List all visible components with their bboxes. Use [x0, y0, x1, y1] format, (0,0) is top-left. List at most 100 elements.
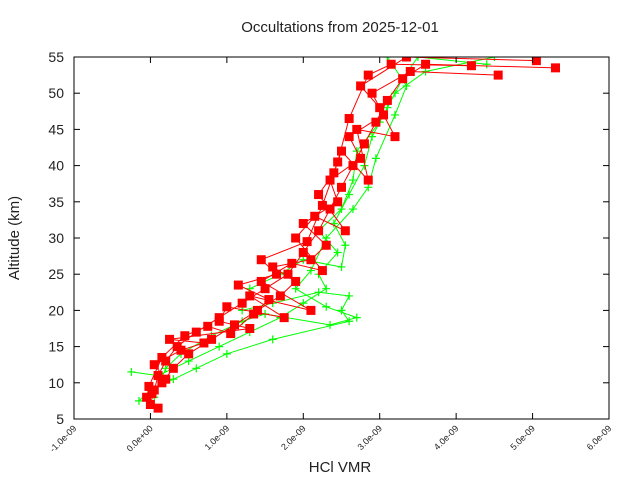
- data-point-plus: [345, 317, 354, 326]
- data-point-plus: [413, 57, 422, 61]
- x-tick-label: 2.0e-09: [279, 423, 308, 452]
- y-tick-label: 50: [48, 85, 64, 101]
- data-point-square: [531, 57, 541, 66]
- data-point-plus: [161, 364, 170, 373]
- data-point-square: [352, 124, 362, 134]
- data-point-plus: [127, 367, 136, 376]
- data-point-plus: [352, 313, 361, 322]
- data-point-square: [371, 117, 381, 127]
- data-point-square: [306, 305, 316, 315]
- data-point-square: [199, 338, 209, 348]
- data-point-plus: [215, 342, 224, 351]
- data-point-square: [337, 146, 346, 156]
- data-point-square: [337, 182, 346, 192]
- data-point-square: [302, 237, 312, 247]
- plot-area: [127, 57, 560, 413]
- data-point-square: [142, 392, 152, 402]
- data-point-square: [207, 334, 217, 344]
- data-point-square: [314, 226, 324, 236]
- data-point-square: [249, 309, 259, 319]
- data-point-plus: [391, 110, 399, 119]
- chart-title: Occultations from 2025-12-01: [241, 19, 439, 36]
- data-point-plus: [222, 349, 231, 358]
- data-point-square: [147, 389, 157, 399]
- data-point-square: [168, 363, 178, 373]
- data-point-square: [314, 190, 324, 200]
- y-tick-label: 10: [48, 375, 64, 391]
- data-point-square: [401, 57, 411, 62]
- data-point-plus: [348, 176, 357, 185]
- data-point-square: [493, 70, 503, 80]
- data-point-square: [348, 161, 358, 171]
- data-point-square: [390, 132, 400, 142]
- data-point-plus: [345, 291, 354, 300]
- data-point-plus: [337, 262, 346, 271]
- data-point-square: [356, 81, 366, 91]
- data-point-plus: [184, 357, 193, 366]
- series-0-profile-line: [148, 63, 472, 387]
- x-axis-label: HCl VMR: [309, 459, 372, 476]
- data-point-square: [356, 153, 366, 163]
- data-point-plus: [402, 81, 411, 90]
- data-point-square: [237, 298, 247, 308]
- y-tick-label: 15: [48, 339, 64, 355]
- data-point-square: [325, 204, 335, 214]
- data-point-plus: [364, 183, 373, 192]
- x-tick-label: 5.0e-09: [508, 423, 537, 452]
- x-tick-label: 0.0e+00: [125, 423, 155, 453]
- data-point-square: [333, 157, 343, 167]
- data-point-square: [161, 374, 171, 384]
- y-tick-label: 20: [48, 302, 64, 318]
- x-tick-label: 4.0e-09: [432, 423, 461, 452]
- data-point-square: [333, 197, 343, 207]
- data-point-square: [367, 88, 377, 98]
- y-tick-label: 25: [48, 266, 64, 282]
- data-point-square: [153, 403, 163, 413]
- data-point-square: [222, 302, 232, 312]
- data-point-plus: [329, 219, 338, 228]
- data-point-square: [421, 59, 431, 69]
- data-point-square: [310, 211, 320, 221]
- data-point-square: [405, 66, 415, 76]
- y-tick-label: 55: [48, 49, 64, 65]
- data-point-square: [145, 400, 155, 410]
- data-point-square: [233, 280, 243, 290]
- y-tick-label: 30: [48, 230, 64, 246]
- data-point-square: [214, 316, 224, 326]
- data-point-plus: [192, 364, 201, 373]
- data-point-square: [398, 74, 408, 84]
- data-point-square: [344, 114, 354, 124]
- data-point-square: [317, 200, 327, 210]
- data-point-square: [363, 175, 373, 185]
- data-point-square: [287, 258, 297, 268]
- data-point-plus: [345, 190, 354, 199]
- data-point-square: [283, 269, 293, 279]
- y-tick-label: 5: [56, 411, 64, 427]
- series-group: [127, 57, 560, 413]
- data-point-plus: [245, 284, 254, 293]
- data-point-plus: [322, 284, 331, 293]
- data-point-plus: [134, 396, 143, 405]
- data-point-square: [153, 371, 163, 381]
- data-point-square: [279, 313, 289, 323]
- y-tick-label: 45: [48, 121, 64, 137]
- data-point-square: [298, 219, 308, 229]
- y-tick-label: 40: [48, 158, 64, 174]
- data-point-square: [306, 255, 316, 265]
- data-point-square: [180, 331, 190, 341]
- data-point-square: [291, 276, 301, 286]
- data-point-plus: [341, 241, 350, 250]
- data-point-square: [260, 284, 270, 294]
- data-point-square: [165, 334, 175, 344]
- data-point-square: [256, 276, 266, 286]
- data-point-square: [375, 103, 385, 113]
- data-point-plus: [337, 306, 346, 315]
- x-tick-label: -1.0e-09: [48, 423, 79, 454]
- data-point-square: [245, 291, 255, 301]
- data-point-plus: [383, 57, 392, 61]
- data-point-plus: [482, 60, 491, 69]
- data-point-square: [382, 95, 392, 105]
- x-tick-label: 1.0e-09: [203, 423, 232, 452]
- data-point-plus: [326, 320, 335, 329]
